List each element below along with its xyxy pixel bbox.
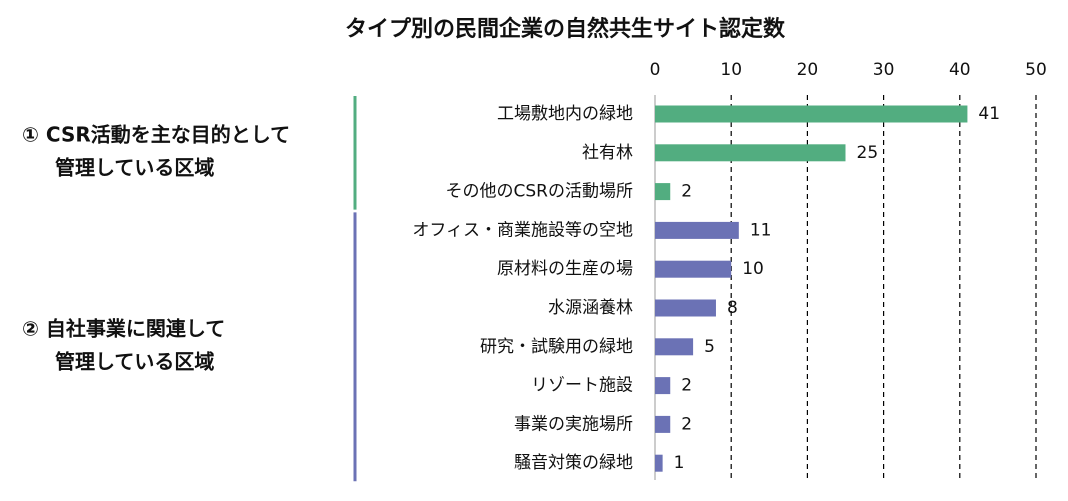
value-label: 8 [727, 298, 738, 318]
bar [655, 144, 846, 162]
value-label: 5 [704, 337, 715, 357]
bar [655, 221, 739, 239]
bar [655, 183, 671, 201]
x-tick-label: 10 [720, 60, 742, 80]
value-label: 10 [742, 259, 764, 279]
y-tick-label: その他のCSRの活動場所 [446, 182, 633, 202]
y-tick-label: 事業の実施場所 [514, 414, 633, 434]
bar [655, 454, 663, 472]
x-tick-label: 40 [949, 60, 971, 80]
y-tick-label: リゾート施設 [531, 376, 633, 396]
value-label: 11 [750, 220, 772, 240]
value-label: 41 [978, 104, 1000, 124]
y-tick-label: 原材料の生産の場 [497, 259, 633, 279]
y-tick-label: オフィス・商業施設等の空地 [412, 220, 633, 240]
bar [655, 377, 671, 395]
group-label: ② 自社事業に関連して [22, 316, 225, 340]
x-tick-label: 50 [1025, 60, 1047, 80]
x-tick-label: 30 [873, 60, 895, 80]
group-label: ① CSR活動を主な目的として [22, 122, 290, 146]
bar [655, 338, 694, 356]
value-label: 2 [681, 182, 692, 202]
value-label: 25 [857, 143, 879, 163]
y-tick-label: 研究・試験用の緑地 [480, 337, 633, 357]
value-label: 2 [681, 414, 692, 434]
bar [655, 415, 671, 433]
x-tick-label: 0 [650, 60, 661, 80]
bar [655, 299, 716, 317]
y-tick-label: 騒音対策の緑地 [514, 453, 633, 473]
value-label: 1 [674, 453, 685, 473]
x-tick-label: 20 [797, 60, 819, 80]
group-label: 管理している区域 [55, 155, 214, 179]
y-tick-label: 社有林 [582, 143, 633, 163]
y-tick-label: 工場敷地内の緑地 [497, 104, 633, 124]
value-label: 2 [681, 376, 692, 396]
bar [655, 260, 732, 278]
y-tick-label: 水源涵養林 [548, 298, 633, 318]
group-label: 管理している区域 [55, 349, 214, 373]
bar [655, 105, 968, 123]
chart-title: タイプ別の民間企業の自然共生サイト認定数 [345, 16, 786, 42]
